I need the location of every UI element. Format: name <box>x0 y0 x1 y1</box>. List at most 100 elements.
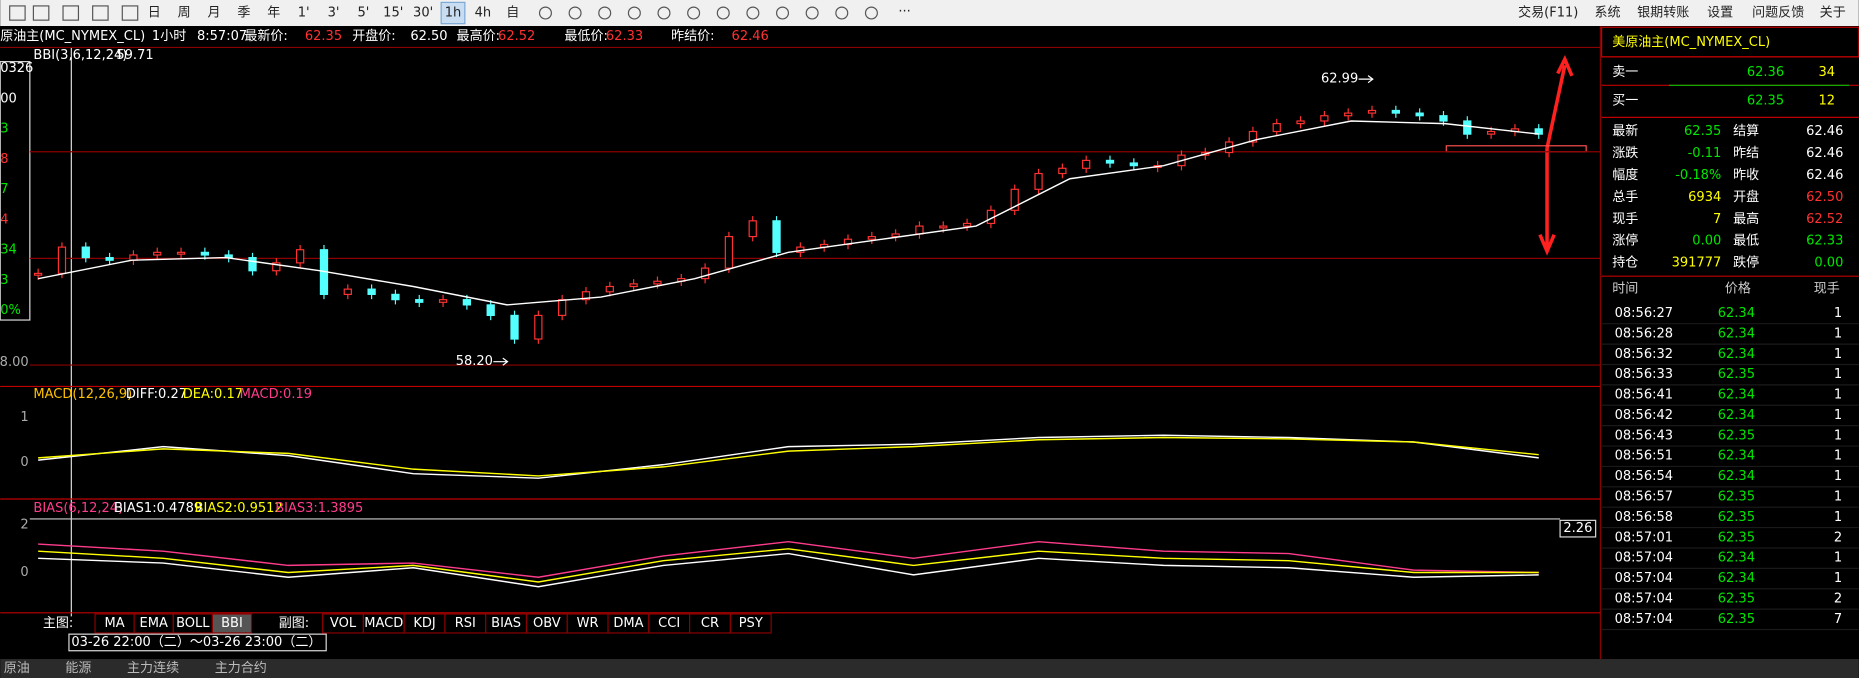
period-button[interactable]: 5' <box>357 6 369 21</box>
period-button[interactable]: 1' <box>298 6 310 21</box>
indicator-label: BBI(3,6,12,24) <box>33 48 127 63</box>
trade-price: 62.35 <box>1718 591 1755 606</box>
tab-label[interactable]: CR <box>701 616 719 631</box>
candle <box>724 235 734 269</box>
trade-time: 08:56:27 <box>1615 306 1673 321</box>
tab-label[interactable]: OBV <box>533 616 561 631</box>
tab-label[interactable]: MA <box>105 616 125 631</box>
candle <box>939 225 948 229</box>
period-button[interactable]: 自 <box>506 6 519 21</box>
trade-time: 08:56:41 <box>1615 388 1673 403</box>
tab-label[interactable]: DMA <box>613 616 643 631</box>
bias1-line <box>38 552 1539 588</box>
status-tab[interactable]: 主力合约 <box>215 661 267 676</box>
candle <box>1486 130 1496 135</box>
tool-icon <box>805 6 819 20</box>
menu-item[interactable]: 系统 <box>1594 6 1620 21</box>
bias3-label: BIAS3:1.3895 <box>275 501 363 516</box>
tab-label[interactable]: WR <box>577 616 599 631</box>
trade-price: 62.34 <box>1718 551 1755 566</box>
tab-label[interactable]: MACD <box>364 616 403 631</box>
candle <box>581 291 591 301</box>
period-button[interactable]: 4h <box>475 6 492 21</box>
candle <box>510 314 519 340</box>
period-button[interactable]: 1h <box>445 6 462 21</box>
menu-item[interactable]: 银期转账 <box>1637 6 1689 21</box>
menu-item[interactable]: 问题反馈 <box>1752 6 1804 21</box>
stat-value: 0.00 <box>1814 256 1843 271</box>
tab-label[interactable]: BIAS <box>491 616 521 631</box>
tool-icon <box>716 6 730 20</box>
period-button[interactable]: 月 <box>208 6 221 21</box>
candle <box>653 280 662 285</box>
menu-item[interactable]: 关于 <box>1820 6 1846 21</box>
tab-label[interactable]: VOL <box>330 616 357 631</box>
tab-label[interactable]: BBI <box>221 616 243 631</box>
stat-value: 62.33 <box>1806 234 1843 249</box>
order-price: 62.35 <box>1747 93 1784 108</box>
tab-label[interactable]: RSI <box>455 616 476 631</box>
period-button[interactable]: 日 <box>148 6 161 21</box>
tab[interactable] <box>729 613 772 634</box>
stat-label: 总手 <box>1612 190 1638 205</box>
tab-group-label: 副图: <box>279 616 309 631</box>
menu-item[interactable]: 设置 <box>1707 6 1733 21</box>
status-tab[interactable]: 能源 <box>65 661 91 676</box>
date-range: 03-26 22:00（二）～03-26 23:00（二） <box>71 635 321 650</box>
tab-label[interactable]: CCI <box>658 616 680 631</box>
stat-label: 持仓 <box>1612 256 1638 271</box>
stat-label: 涨停 <box>1612 233 1638 249</box>
trade-volume: 1 <box>1834 347 1842 362</box>
trades-header: 时间 <box>1612 282 1638 297</box>
period-button[interactable]: 季 <box>237 6 250 21</box>
candle <box>534 314 543 340</box>
stat-label: 涨跌 <box>1612 145 1638 161</box>
tab-label[interactable]: BOLL <box>176 616 210 631</box>
stat-value: 62.50 <box>1806 190 1843 205</box>
status-tab[interactable]: 主力连续 <box>127 660 179 676</box>
candle <box>1296 120 1305 125</box>
period-button[interactable]: 30' <box>413 6 433 21</box>
field-label: 最高价: <box>457 28 500 44</box>
period-button[interactable]: 15' <box>383 6 403 21</box>
trade-time: 08:57:04 <box>1615 551 1673 566</box>
tool-icon <box>92 5 109 21</box>
annotation-arrow <box>1358 75 1374 84</box>
candle <box>915 225 924 235</box>
candle <box>391 293 400 301</box>
menu-item[interactable]: 交易(F11) <box>1518 5 1578 21</box>
trade-volume: 1 <box>1834 306 1842 321</box>
candle <box>81 246 90 259</box>
field-value: 62.33 <box>606 29 643 44</box>
trade-price: 62.35 <box>1718 428 1755 443</box>
toolbar <box>0 0 1859 27</box>
candle <box>605 285 614 293</box>
tab-label[interactable]: KDJ <box>413 616 435 631</box>
status-tab[interactable]: 原油 <box>4 661 30 676</box>
field-label: 最低价: <box>564 29 607 44</box>
candle <box>200 251 210 256</box>
trade-time: 08:56:42 <box>1615 408 1673 423</box>
trade-time: 08:56:33 <box>1615 367 1673 382</box>
period-button[interactable]: 3' <box>328 6 340 21</box>
tab-label[interactable]: EMA <box>140 616 168 631</box>
candle <box>1367 109 1377 114</box>
candle <box>867 235 876 240</box>
trade-time: 08:56:58 <box>1615 510 1673 525</box>
tool-icon <box>627 6 641 20</box>
marker-label: 2.26 <box>1563 521 1592 536</box>
tab-label[interactable]: PSY <box>739 616 763 631</box>
stat-value: 62.46 <box>1806 146 1843 161</box>
tab[interactable] <box>211 613 253 634</box>
trade-price: 62.34 <box>1718 408 1755 423</box>
popup-text: 0% <box>0 303 21 318</box>
trades-header: 现手 <box>1814 282 1840 297</box>
stat-label: 最新 <box>1612 123 1638 139</box>
trade-time: 08:57:01 <box>1615 530 1673 545</box>
period-button[interactable]: 周 <box>178 6 191 21</box>
field-value: 62.50 <box>410 29 447 44</box>
period-button[interactable]: 年 <box>267 6 280 21</box>
tool-icon <box>835 6 849 20</box>
tool-icon <box>598 6 612 20</box>
more-button[interactable]: ··· <box>898 4 910 19</box>
